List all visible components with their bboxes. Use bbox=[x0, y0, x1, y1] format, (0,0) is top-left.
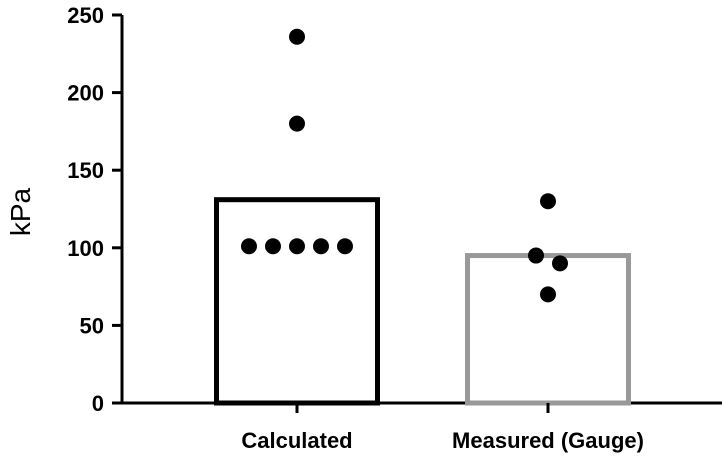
data-point bbox=[289, 28, 305, 45]
data-point bbox=[552, 255, 568, 272]
data-point bbox=[289, 115, 305, 132]
data-point bbox=[540, 193, 556, 210]
data-point bbox=[313, 238, 329, 255]
x-tick-label: Measured (Gauge) bbox=[452, 428, 644, 453]
y-tick-label: 250 bbox=[67, 3, 104, 28]
y-tick-label: 100 bbox=[67, 236, 104, 261]
bar-measured-gauge bbox=[465, 253, 631, 406]
bar-calculated bbox=[214, 197, 380, 406]
y-tick-label: 200 bbox=[67, 81, 104, 106]
data-point bbox=[241, 238, 257, 255]
data-point bbox=[289, 238, 305, 255]
y-tick-label: 50 bbox=[80, 313, 104, 338]
y-tick-label: 0 bbox=[92, 391, 104, 416]
data-point bbox=[265, 238, 281, 255]
data-point bbox=[337, 238, 353, 255]
y-axis-title: kPa bbox=[5, 187, 36, 236]
data-point bbox=[540, 286, 556, 303]
x-tick-label: Calculated bbox=[241, 428, 352, 453]
data-point bbox=[528, 247, 544, 264]
plot-area: 0 50 100 150 200 250 Calculated Measured (Gauge… bbox=[67, 3, 722, 453]
y-tick-label: 150 bbox=[67, 158, 104, 183]
